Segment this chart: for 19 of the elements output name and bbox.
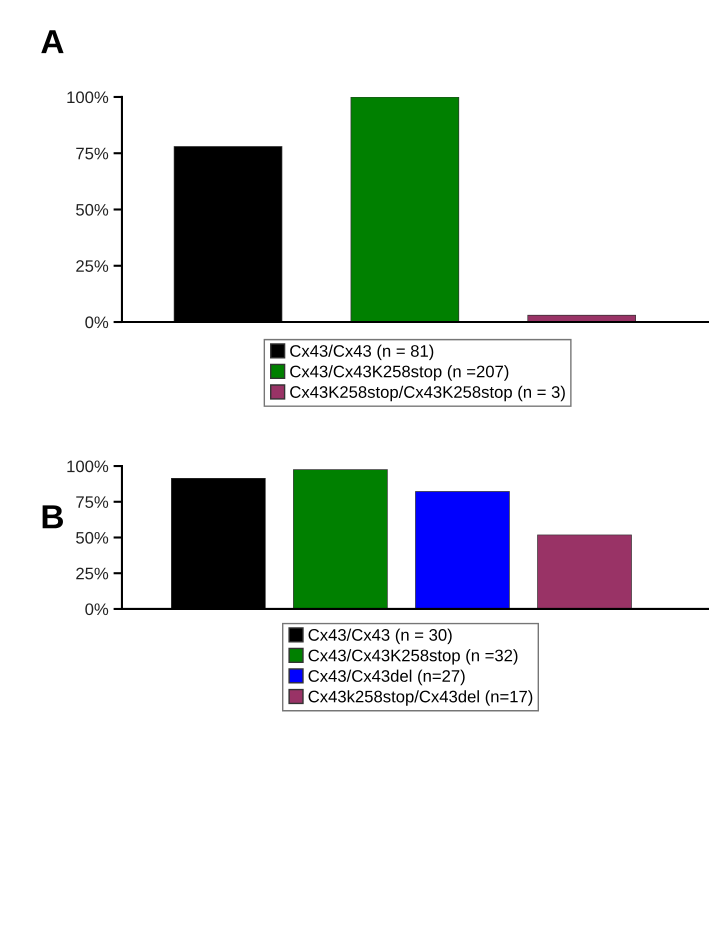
y-tick-label: 50%	[76, 204, 108, 216]
text: B	[42, 505, 63, 528]
y-tick-label: 100%	[67, 460, 108, 472]
y-tick-label: 75%	[76, 496, 108, 508]
y-tick-label: 75%	[76, 148, 108, 160]
chart-title: A	[41, 30, 64, 54]
y-tick-label: 25%	[76, 568, 108, 580]
y-tick-label: 0%	[85, 316, 108, 328]
legend-label: Cx43/Cx43 (n = 81)	[290, 344, 434, 360]
legend-label: Cx43/Cx43K258stop (n =32)	[308, 649, 518, 665]
legend-label: Cx43/Cx43K258stop (n =207)	[290, 365, 508, 381]
legend-label: Cx43/Cx43 (n = 30)	[308, 628, 452, 644]
y-tick-label: 25%	[76, 260, 108, 272]
legend-label: Cx43/Cx43del (n=27)	[308, 670, 465, 686]
y-tick-label: 0%	[85, 603, 108, 616]
y-tick-label: 50%	[76, 532, 108, 544]
legend-label: Cx43k258stop/Cx43del (n=17)	[308, 690, 532, 706]
y-tick-label: 100%	[67, 91, 108, 104]
legend-label: Cx43K258stop/Cx43K258stop (n = 3)	[290, 386, 565, 402]
